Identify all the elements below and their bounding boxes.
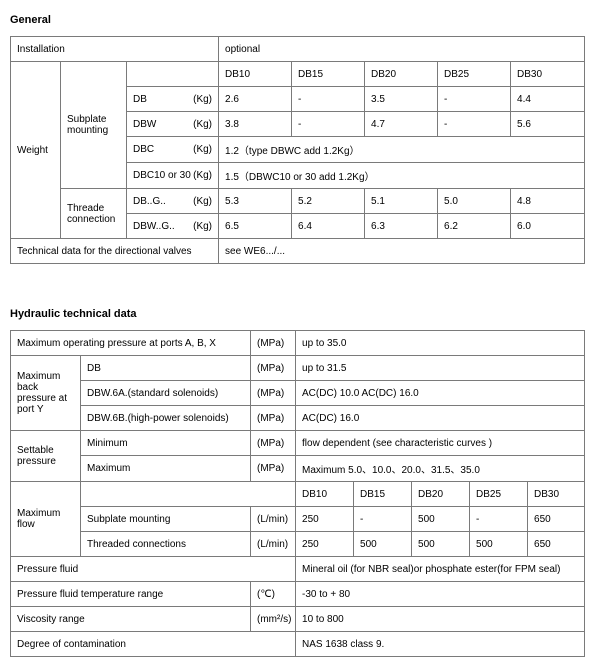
thread-label: Threade connection: [61, 189, 127, 239]
dbw-v4: 5.6: [511, 112, 585, 137]
tech-data-label: Technical data for the directional valve…: [11, 239, 219, 264]
bp-db-val: up to 31.5: [296, 356, 585, 381]
mf-sub-v0: 250: [296, 507, 354, 532]
blank-header: [127, 62, 219, 87]
mf-sub-unit: (L/min): [251, 507, 296, 532]
maxop-val: up to 35.0: [296, 331, 585, 356]
dbw-v1: -: [292, 112, 365, 137]
h-db25: DB25: [438, 62, 511, 87]
dbw-v0: 3.8: [219, 112, 292, 137]
sp-max-val: Maximum 5.0、10.0、20.0、31.5、35.0: [296, 456, 585, 482]
hh-db25: DB25: [470, 482, 528, 507]
bp-db-unit: (MPa): [251, 356, 296, 381]
mf-sub-v1: -: [354, 507, 412, 532]
mf-thr-v4: 650: [528, 532, 585, 557]
mf-thr-v0: 250: [296, 532, 354, 557]
h-db20: DB20: [365, 62, 438, 87]
temp-label: Pressure fluid temperature range: [11, 582, 251, 607]
general-title: General: [10, 14, 584, 26]
contam-label: Degree of contamination: [11, 632, 296, 657]
sp-min-label: Minimum: [81, 431, 251, 456]
pfluid-label: Pressure fluid: [11, 557, 296, 582]
pfluid-val: Mineral oil (for NBR seal)or phosphate e…: [296, 557, 585, 582]
dbg-v4: 4.8: [511, 189, 585, 214]
visc-unit: (mm²/s): [251, 607, 296, 632]
db-v1: -: [292, 87, 365, 112]
h-db15: DB15: [292, 62, 365, 87]
maxflow-label: Maximum flow: [11, 482, 81, 557]
general-table: Installation optional Weight Subplate mo…: [10, 36, 585, 264]
db-label: DB(Kg): [127, 87, 219, 112]
bp-6a-unit: (MPa): [251, 381, 296, 406]
sp-min-val: flow dependent (see characteristic curve…: [296, 431, 585, 456]
bp-6a-label: DBW.6A.(standard solenoids): [81, 381, 251, 406]
mf-thr-v2: 500: [412, 532, 470, 557]
bp-6b-unit: (MPa): [251, 406, 296, 431]
mf-sub-v2: 500: [412, 507, 470, 532]
h-db30: DB30: [511, 62, 585, 87]
bp-db-label: DB: [81, 356, 251, 381]
subplate-label: Subplate mounting: [61, 62, 127, 189]
visc-val: 10 to 800: [296, 607, 585, 632]
bp-6a-val: AC(DC) 10.0 AC(DC) 16.0: [296, 381, 585, 406]
tech-data-value: see WE6.../...: [219, 239, 585, 264]
sp-min-unit: (MPa): [251, 431, 296, 456]
temp-unit: (℃): [251, 582, 296, 607]
dbg-v2: 5.1: [365, 189, 438, 214]
mf-blank: [81, 482, 296, 507]
dbg-label: DB..G..(Kg): [127, 189, 219, 214]
contam-val: NAS 1638 class 9.: [296, 632, 585, 657]
dbwg-label: DBW..G..(Kg): [127, 214, 219, 239]
hydraulic-table: Maximum operating pressure at ports A, B…: [10, 330, 585, 657]
dbw-v3: -: [438, 112, 511, 137]
dbc-val: 1.2（type DBWC add 1.2Kg）: [219, 137, 585, 163]
db-v2: 3.5: [365, 87, 438, 112]
dbwg-v1: 6.4: [292, 214, 365, 239]
bp-6b-val: AC(DC) 16.0: [296, 406, 585, 431]
installation-value: optional: [219, 37, 585, 62]
mf-sub-v3: -: [470, 507, 528, 532]
hydraulic-title: Hydraulic technical data: [10, 308, 584, 320]
dbwg-v0: 6.5: [219, 214, 292, 239]
mf-sub-v4: 650: [528, 507, 585, 532]
db-v3: -: [438, 87, 511, 112]
dbc10-val: 1.5（DBWC10 or 30 add 1.2Kg）: [219, 163, 585, 189]
dbg-v1: 5.2: [292, 189, 365, 214]
backpressure-label: Maximum back pressure at port Y: [11, 356, 81, 431]
weight-label: Weight: [11, 62, 61, 239]
db-v0: 2.6: [219, 87, 292, 112]
maxop-unit: (MPa): [251, 331, 296, 356]
dbwg-v2: 6.3: [365, 214, 438, 239]
hh-db10: DB10: [296, 482, 354, 507]
mf-sub-label: Subplate mounting: [81, 507, 251, 532]
sp-max-label: Maximum: [81, 456, 251, 482]
dbwg-v4: 6.0: [511, 214, 585, 239]
bp-6b-label: DBW.6B.(high-power solenoids): [81, 406, 251, 431]
mf-thr-unit: (L/min): [251, 532, 296, 557]
h-db10: DB10: [219, 62, 292, 87]
hh-db20: DB20: [412, 482, 470, 507]
mf-thr-v3: 500: [470, 532, 528, 557]
installation-label: Installation: [11, 37, 219, 62]
hh-db15: DB15: [354, 482, 412, 507]
dbw-v2: 4.7: [365, 112, 438, 137]
hh-db30: DB30: [528, 482, 585, 507]
visc-label: Viscosity range: [11, 607, 251, 632]
sp-max-unit: (MPa): [251, 456, 296, 482]
dbg-v0: 5.3: [219, 189, 292, 214]
temp-val: -30 to + 80: [296, 582, 585, 607]
maxop-label: Maximum operating pressure at ports A, B…: [11, 331, 251, 356]
dbg-v3: 5.0: [438, 189, 511, 214]
mf-thr-label: Threaded connections: [81, 532, 251, 557]
dbw-label: DBW(Kg): [127, 112, 219, 137]
dbc10-label: DBC10 or 30(Kg): [127, 163, 219, 189]
db-v4: 4.4: [511, 87, 585, 112]
dbc-label: DBC(Kg): [127, 137, 219, 163]
dbwg-v3: 6.2: [438, 214, 511, 239]
mf-thr-v1: 500: [354, 532, 412, 557]
settable-label: Settable pressure: [11, 431, 81, 482]
